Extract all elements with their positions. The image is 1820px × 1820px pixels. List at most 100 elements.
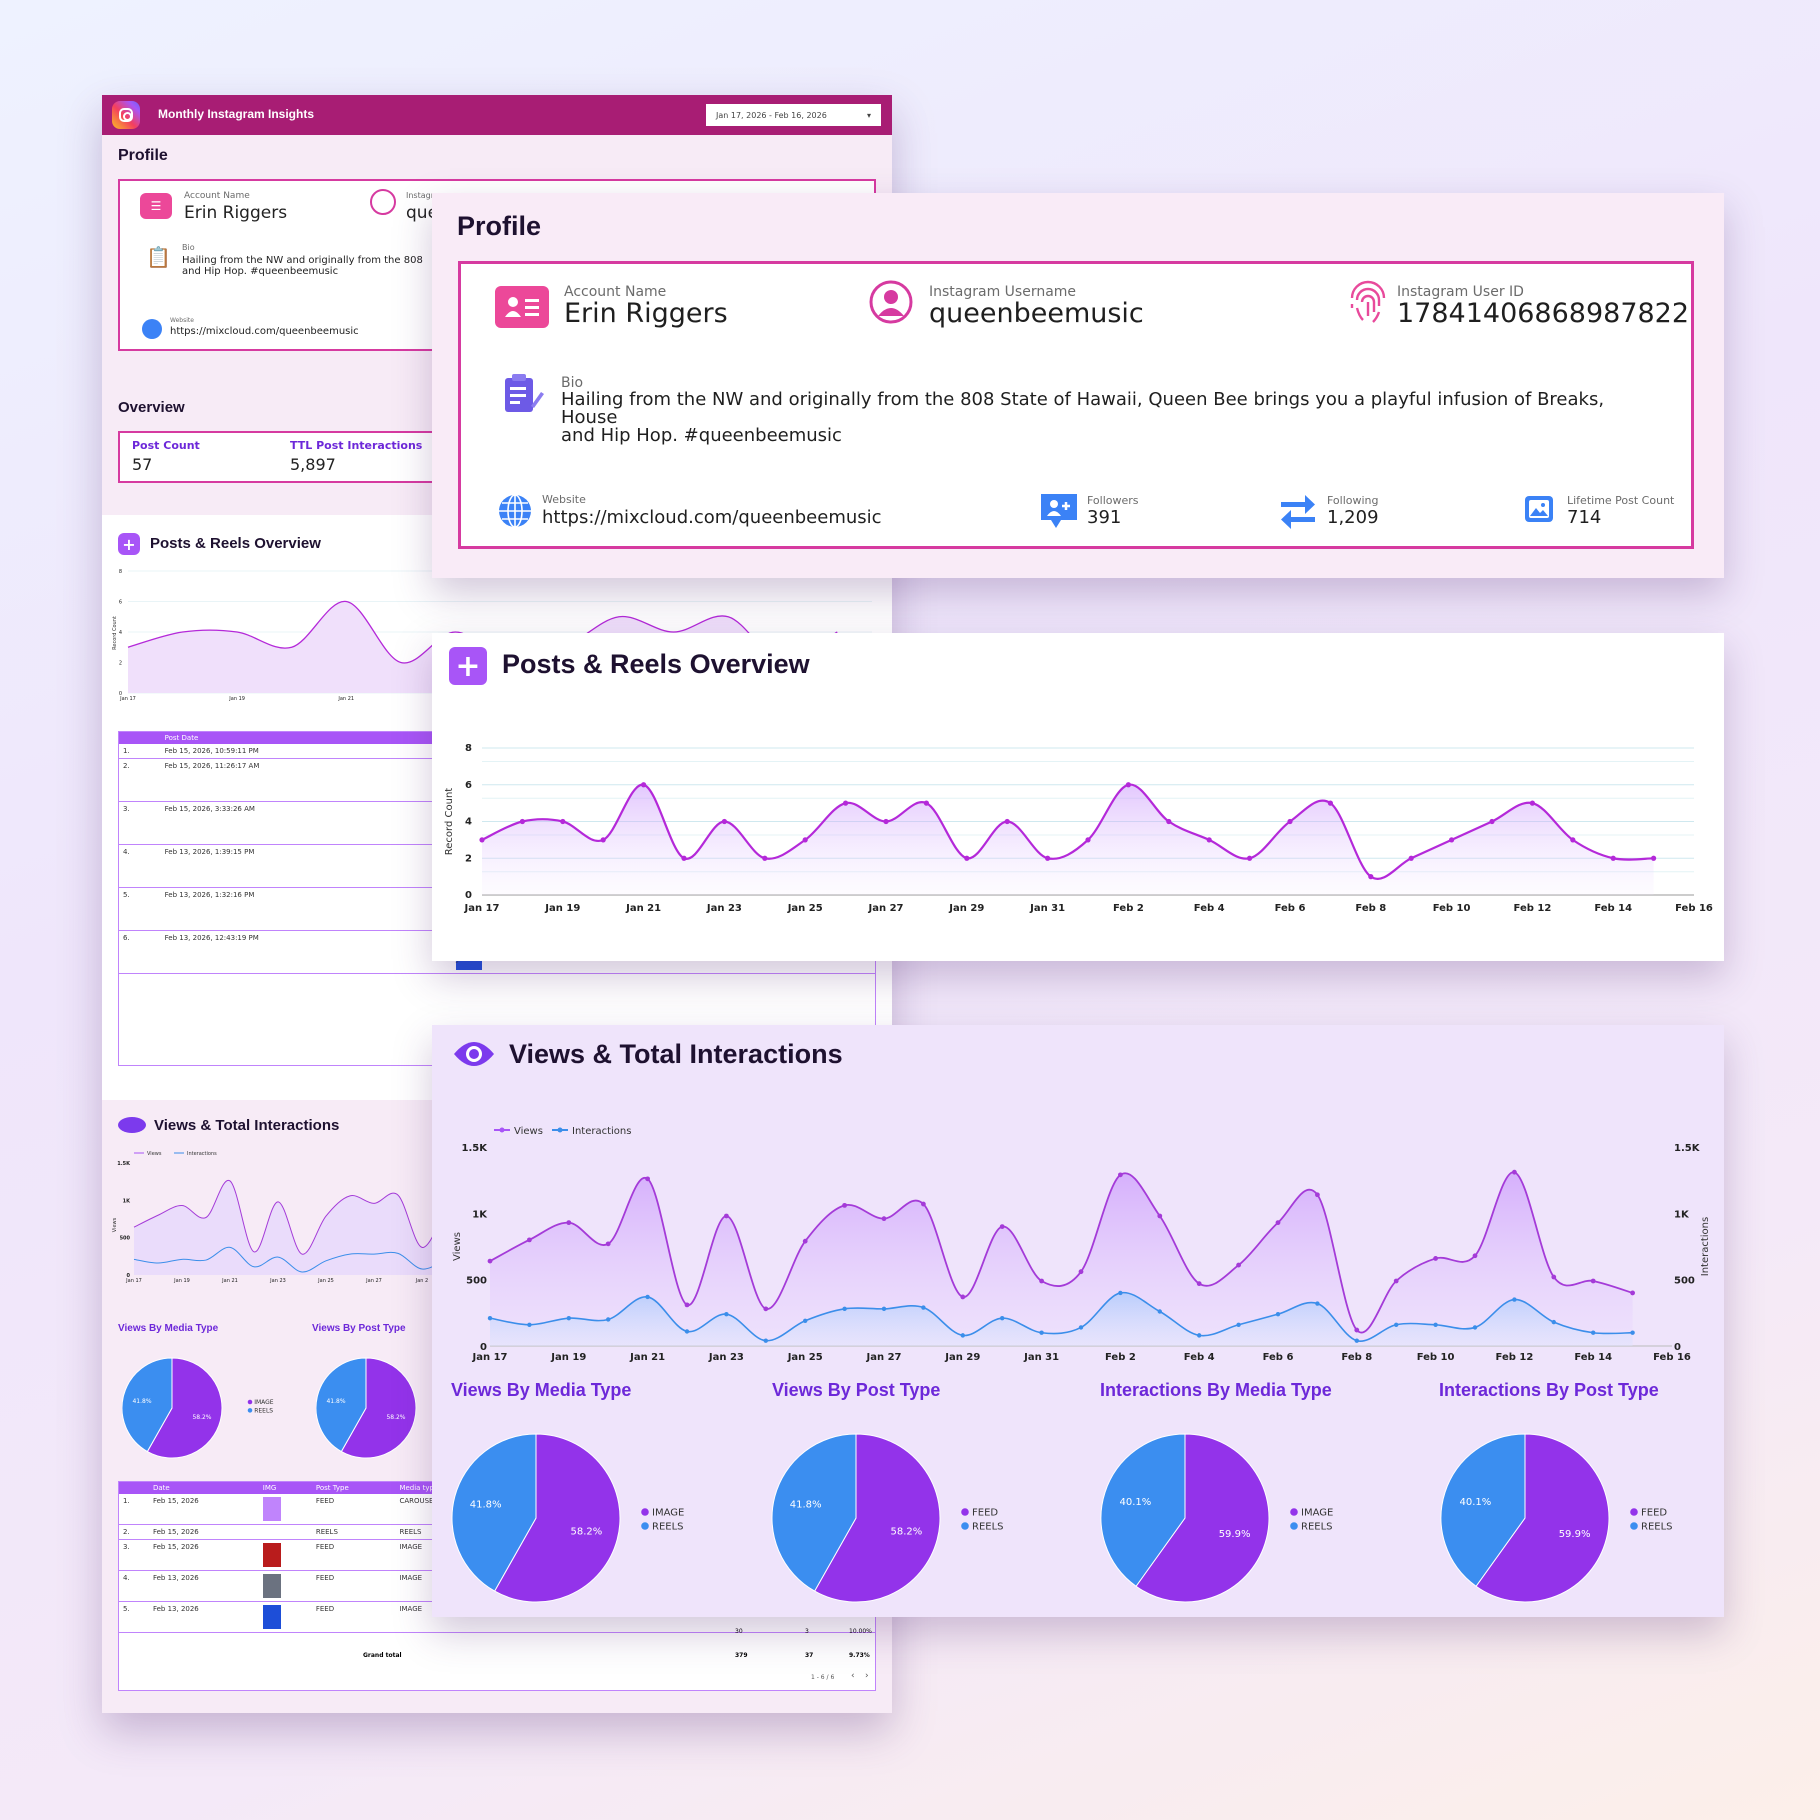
pie-slice-label: 58.2% (386, 1414, 405, 1421)
thumbnail-image[interactable] (262, 1497, 281, 1521)
data-point (1004, 818, 1010, 825)
next-page-icon[interactable]: › (865, 1671, 869, 1681)
pie-chart-2: 58.2% 41.8% FEED REELS (771, 1433, 1004, 1603)
table-header[interactable] (119, 732, 161, 744)
instagram-username: queenbeemusic (929, 298, 1144, 329)
pie-slice (1100, 1433, 1186, 1587)
pie-title-1: Views By Media Type (451, 1380, 632, 1400)
pie-slice (1475, 1433, 1610, 1603)
pie-slice (771, 1433, 857, 1592)
thumbnail-image[interactable] (262, 1543, 281, 1567)
data-point (1247, 855, 1253, 861)
y-tick-label: 1K (123, 1198, 131, 1204)
x-tick-label: Jan 17 (472, 1352, 508, 1363)
followers-label: Followers (1087, 494, 1139, 507)
pie-slice (813, 1433, 941, 1603)
thumbnail-image[interactable] (262, 1574, 281, 1598)
views-point (999, 1224, 1005, 1229)
pie-slice-label: 58.2% (570, 1526, 602, 1537)
interactions-point (724, 1311, 729, 1317)
thumbnail-image[interactable] (262, 1605, 281, 1629)
profile-heading: Profile (457, 211, 542, 241)
bg-pie2-title: Views By Post Type (312, 1323, 406, 1334)
y-tick-label: 0 (465, 890, 472, 901)
bg-website-link[interactable]: https://mixcloud.com/queenbeemusic (170, 326, 359, 337)
bio-line-2: and Hip Hop. #queenbeemusic (561, 425, 842, 446)
pie-slice-label: 40.1% (1120, 1497, 1152, 1508)
bg-overview-heading: Overview (118, 399, 185, 416)
x-tick-label: Feb 10 (1417, 1352, 1455, 1363)
pie-slice-label: 41.8% (470, 1500, 502, 1511)
table-header[interactable]: Post Date (160, 732, 453, 744)
x-tick-label: Jan 19 (228, 696, 245, 702)
legend-label: FEED (972, 1508, 998, 1519)
prev-page-icon[interactable]: ‹ (851, 1671, 855, 1681)
y-right-tick-label: 1K (1674, 1209, 1690, 1220)
interactions-point (1000, 1315, 1005, 1321)
legend-marker (557, 1127, 563, 1133)
legend-label: REELS (652, 1522, 684, 1533)
pie-chart-3: 59.9% 40.1% IMAGE REELS (1100, 1433, 1333, 1603)
views-point (1433, 1256, 1438, 1261)
date-range-picker[interactable]: Jan 17, 2026 - Feb 16, 2026 ▾ (706, 104, 881, 126)
views-point (842, 1202, 847, 1208)
table-cell: Feb 15, 2026, 3:33:26 AM (160, 801, 453, 845)
interactions-point (921, 1305, 926, 1310)
grand-total-label: Grand total (363, 1652, 402, 1659)
table-cell: 4. (119, 1570, 149, 1602)
lifetime-post-count: 714 (1567, 507, 1602, 528)
x-tick-label: Jan 19 (550, 1352, 586, 1363)
table-header[interactable]: Post Type (311, 1482, 396, 1494)
clipboard-icon: 📋 (146, 245, 171, 269)
x-tick-label: Jan 25 (787, 903, 823, 914)
y-right-axis-label: Interactions (1700, 1217, 1711, 1276)
y-tick-label: 6 (465, 780, 472, 791)
data-point (1166, 818, 1172, 825)
y-tick-label: 4 (465, 817, 472, 828)
table-header[interactable]: Date (148, 1482, 259, 1494)
legend-label: IMAGE (1301, 1508, 1333, 1519)
bg-views-heading: Views & Total Interactions (154, 1117, 340, 1134)
interactions-line (133, 1246, 447, 1273)
x-tick-label: Feb 6 (1263, 1352, 1294, 1363)
website-label: Website (542, 493, 586, 506)
views-line (133, 1180, 447, 1255)
views-point (921, 1201, 926, 1207)
interactions-point (606, 1317, 611, 1322)
image-gallery-icon (1523, 492, 1559, 532)
table-cell: Feb 13, 2026, 1:39:15 PM (160, 844, 453, 888)
area-fill (482, 784, 1654, 895)
y-tick-label: 2 (119, 661, 122, 667)
x-tick-label: Jan 17 (464, 903, 500, 914)
x-tick-label: Feb 2 (1105, 1352, 1136, 1363)
interactions-point (960, 1333, 965, 1338)
table-header[interactable]: IMG (258, 1482, 312, 1494)
y-axis-label: Record Count (444, 788, 455, 856)
user-avatar-icon (370, 189, 396, 215)
table-cell: 2. (119, 758, 161, 802)
data-point (1610, 855, 1616, 861)
table-cell: Feb 15, 2026, 10:59:11 PM (160, 744, 453, 759)
interactions-point (1354, 1338, 1359, 1343)
pie-slice (451, 1433, 537, 1592)
website-link[interactable]: https://mixcloud.com/queenbeemusic (542, 507, 882, 528)
chevron-down-icon: ▾ (866, 110, 871, 120)
interactions-point (527, 1322, 532, 1327)
views-point (1236, 1262, 1241, 1268)
table-header[interactable] (119, 1482, 149, 1494)
views-point (1630, 1290, 1635, 1296)
x-tick-label: Jan 21 (629, 1352, 665, 1363)
y-axis-label: Views (452, 1232, 463, 1261)
row5-num-1: 30 (735, 1628, 743, 1635)
bg-views-chart: Views Interactions 1.5K 1K 500 0 Views Jan 17 Ja… (112, 1151, 447, 1284)
views-interactions-heading: Views & Total Interactions (509, 1039, 843, 1069)
data-point (762, 855, 768, 861)
data-point (964, 855, 970, 861)
legend-dot (1630, 1522, 1638, 1530)
table-cell: 4. (119, 844, 161, 888)
dashboard-title: Monthly Instagram Insights (158, 107, 315, 121)
bg-username: que (406, 203, 439, 223)
bio-label: Bio (561, 375, 584, 391)
x-tick-label: Feb 4 (1184, 1352, 1215, 1363)
y-right-tick-label: 0 (1674, 1342, 1681, 1353)
